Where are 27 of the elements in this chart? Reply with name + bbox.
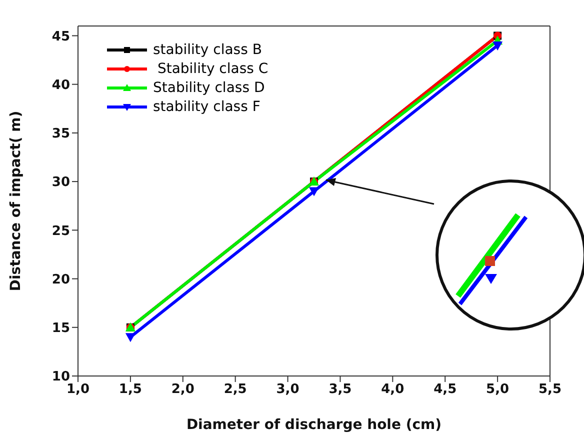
point (125, 333, 136, 342)
x-tick-label: 5,5 (538, 382, 562, 398)
x-tick-label: 1,5 (118, 382, 142, 398)
y-tick-label: 25 (52, 224, 70, 239)
x-axis-title: Diameter of discharge hole (cm) (186, 417, 442, 433)
y-axis-title: Distance of impact( m) (8, 110, 24, 292)
legend-label: Stability class D (153, 80, 265, 96)
x-tick-label: 2,0 (171, 382, 194, 398)
point (492, 41, 503, 50)
legend-label: Stability class C (156, 60, 268, 76)
x-tick-label: 2,5 (224, 382, 247, 398)
y-tick-label: 15 (52, 321, 70, 336)
y-tick-label: 20 (52, 272, 70, 288)
x-tick-label: 1,0 (66, 382, 90, 398)
legend-label: stability class B (153, 42, 262, 58)
x-tick-label: 4,5 (434, 382, 457, 398)
legend-label: stability class F (153, 98, 260, 114)
x-tick-label: 5,0 (486, 382, 510, 398)
x-tick-label: 3,5 (328, 382, 352, 398)
x-tick-label: 3,0 (276, 382, 300, 398)
y-tick-label: 40 (52, 78, 70, 93)
x-tick-label: 4,0 (381, 382, 404, 398)
y-tick-label: 30 (52, 175, 70, 190)
y-tick-label: 45 (52, 29, 70, 44)
point (309, 187, 319, 196)
y-tick-label: 35 (52, 126, 70, 142)
y-tick-label: 10 (52, 370, 70, 385)
